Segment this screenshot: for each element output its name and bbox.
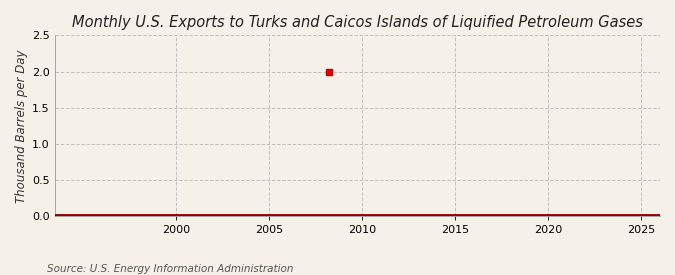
Title: Monthly U.S. Exports to Turks and Caicos Islands of Liquified Petroleum Gases: Monthly U.S. Exports to Turks and Caicos… [72, 15, 643, 30]
Text: Source: U.S. Energy Information Administration: Source: U.S. Energy Information Administ… [47, 264, 294, 274]
Y-axis label: Thousand Barrels per Day: Thousand Barrels per Day [15, 49, 28, 202]
